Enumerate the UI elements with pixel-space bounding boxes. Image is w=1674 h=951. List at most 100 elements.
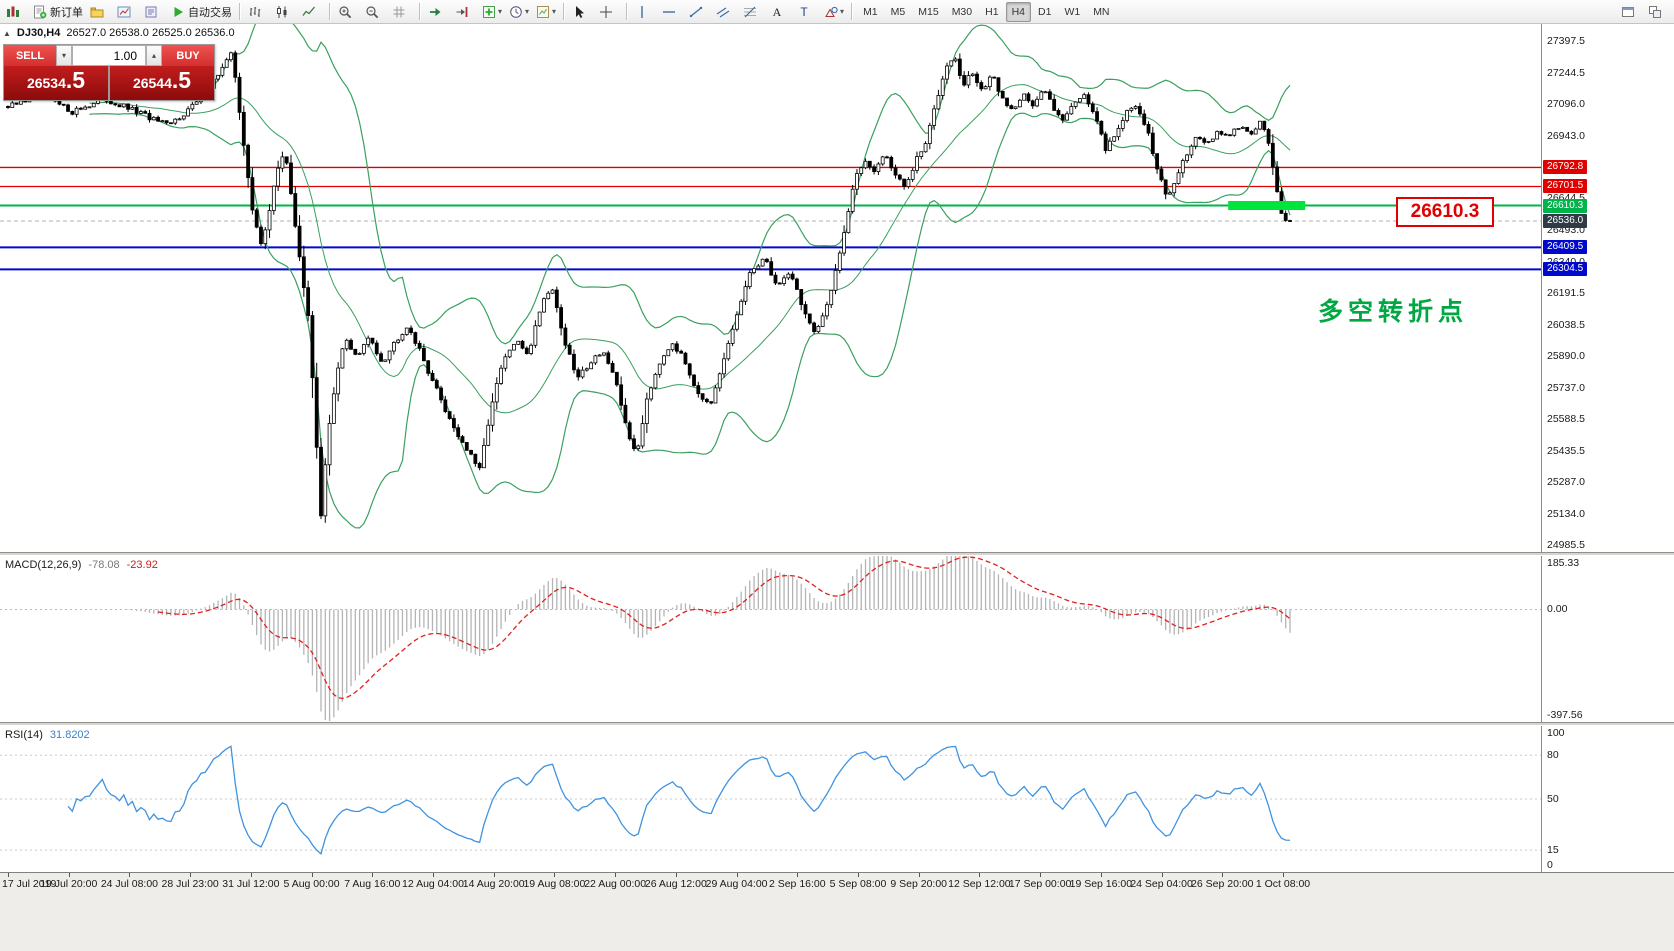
timeframe-d1[interactable]: D1: [1038, 5, 1052, 18]
buy-button[interactable]: BUY: [162, 45, 214, 66]
one-click-trade-panel: SELL ▾ 1.00 ▴ BUY 26534.5 26544.5: [3, 44, 215, 101]
text-tool[interactable]: A: [767, 1, 793, 23]
zoom-out-icon: [366, 5, 379, 18]
macd-panel-canvas[interactable]: [0, 556, 1541, 722]
time-axis-label: 14 Aug 20:00: [462, 878, 525, 890]
shapes-tool[interactable]: ▾: [821, 1, 847, 23]
text-icon: A: [773, 5, 782, 19]
macd-value: -78.08: [88, 559, 120, 571]
time-tick: [797, 873, 799, 877]
grid-button[interactable]: [389, 1, 415, 23]
volume-increase-button[interactable]: ▴: [146, 45, 162, 66]
templates-button[interactable]: ▾: [533, 1, 559, 23]
time-axis-label: 7 Aug 16:00: [344, 878, 401, 890]
zoom-out-button[interactable]: [362, 1, 388, 23]
chart-shift-button[interactable]: [452, 1, 478, 23]
fibonacci-tool[interactable]: [740, 1, 766, 23]
panel-separator-rsi[interactable]: [0, 722, 1674, 726]
time-axis-label: 26 Sep 20:00: [1191, 878, 1254, 890]
price-axis-label: 25435.5: [1547, 444, 1585, 457]
cursor-tool-button[interactable]: [569, 1, 595, 23]
new-order-button-label: 新订单: [50, 6, 83, 19]
bar-chart-button[interactable]: [245, 1, 271, 23]
toolbar-extra-2[interactable]: [1645, 1, 1671, 23]
time-tick: [736, 873, 738, 877]
time-axis[interactable]: 17 Jul 2019 19 Jul 20:00 24 Jul 08:00 28 Ju…: [0, 872, 1674, 951]
navigator-button[interactable]: [141, 1, 167, 23]
time-tick: [372, 873, 374, 877]
timeframe-w1[interactable]: W1: [1064, 5, 1081, 18]
time-tick: [8, 873, 9, 877]
chevron-down-icon[interactable]: ▾: [552, 7, 557, 16]
channel-tool[interactable]: [713, 1, 739, 23]
main-chart-canvas[interactable]: [0, 24, 1541, 552]
profiles-button[interactable]: [87, 1, 113, 23]
pivot-price-badge: 26610.3: [1543, 198, 1588, 213]
buy-price-main: 26544: [132, 75, 172, 91]
price-axis-label: 25287.0: [1547, 475, 1585, 488]
time-axis-label: 28 Jul 23:00: [161, 878, 219, 890]
buy-price-display[interactable]: 26544.5: [110, 66, 214, 100]
timeframe-mn[interactable]: MN: [1093, 5, 1110, 18]
new-order-button[interactable]: 新订单: [30, 1, 86, 23]
channel-icon: [716, 7, 730, 17]
symbol-info: ▲ DJ30,H4 26527.0 26538.0 26525.0 26536.…: [3, 27, 235, 39]
clock-icon: [510, 5, 522, 18]
zoom-in-button[interactable]: [335, 1, 361, 23]
window-collapse-icon[interactable]: ▲: [3, 28, 11, 38]
time-tick: [979, 873, 981, 877]
time-axis-label: 12 Sep 12:00: [948, 878, 1011, 890]
time-axis-label: 12 Aug 04:00: [402, 878, 464, 890]
trendline-tool[interactable]: [686, 1, 712, 23]
timeframe-m5[interactable]: M5: [890, 5, 906, 18]
time-tick: [68, 873, 70, 877]
time-axis-label: 19 Aug 08:00: [523, 878, 586, 890]
macd-signal-value: -23.92: [126, 559, 158, 571]
time-axis-label: 9 Sep 20:00: [890, 878, 948, 890]
chevron-down-icon[interactable]: ▾: [498, 7, 503, 16]
rsi-panel-canvas[interactable]: [0, 726, 1541, 872]
pivot-annotation-text: 多空转折点: [1318, 298, 1469, 326]
timeframe-h1[interactable]: H1: [985, 5, 999, 18]
market-watch-button[interactable]: [114, 1, 140, 23]
toolbar-extra-1[interactable]: [1618, 1, 1644, 23]
sell-button[interactable]: SELL: [4, 45, 56, 66]
sell-price-display[interactable]: 26534.5: [4, 66, 108, 100]
label-tool[interactable]: T: [794, 1, 820, 23]
autotrade-button-label: 自动交易: [188, 6, 232, 19]
line-chart-button[interactable]: [299, 1, 325, 23]
time-tick: [1100, 873, 1102, 877]
vertical-line-tool[interactable]: [632, 1, 658, 23]
support-price-badge: 26409.5: [1543, 240, 1588, 255]
price-axis[interactable]: 27397.527244.527096.026943.026644.526493…: [1541, 24, 1674, 872]
time-tick: [433, 873, 434, 877]
horizontal-line-tool[interactable]: [659, 1, 685, 23]
crosshair-tool-button[interactable]: [596, 1, 622, 23]
price-axis-label: 25588.5: [1547, 412, 1585, 425]
timeframe-h4[interactable]: H4: [1005, 1, 1031, 22]
fibo-icon: [744, 6, 757, 17]
autotrade-button[interactable]: 自动交易: [168, 1, 235, 23]
chevron-down-icon[interactable]: ▾: [525, 7, 530, 16]
timeframe-m30[interactable]: M30: [951, 5, 973, 18]
time-axis-label: 31 Jul 12:00: [222, 878, 280, 890]
timeframe-m15[interactable]: M15: [918, 5, 939, 18]
chevron-down-icon[interactable]: ▾: [840, 7, 845, 16]
volume-input[interactable]: 1.00: [72, 45, 146, 66]
new-chart-button[interactable]: [3, 1, 29, 23]
toolbar-separator: [419, 3, 421, 20]
indicators-button[interactable]: ▾: [479, 1, 505, 23]
time-axis-label: 2 Sep 16:00: [768, 878, 826, 890]
sell-price-main: 26534: [26, 75, 66, 91]
autoscroll-icon: [430, 7, 441, 16]
time-axis-label: 5 Aug 00:00: [283, 878, 340, 890]
auto-scroll-button[interactable]: [425, 1, 451, 23]
candlestick-series: [6, 50, 1292, 523]
panel-separator-macd[interactable]: [0, 552, 1674, 556]
volume-decrease-button[interactable]: ▾: [56, 45, 72, 66]
periods-button[interactable]: ▾: [506, 1, 532, 23]
time-tick: [918, 873, 920, 877]
price-axis-label: 25134.0: [1547, 507, 1585, 520]
timeframe-m1[interactable]: M1: [863, 5, 878, 18]
candlestick-chart-button[interactable]: [272, 1, 298, 23]
